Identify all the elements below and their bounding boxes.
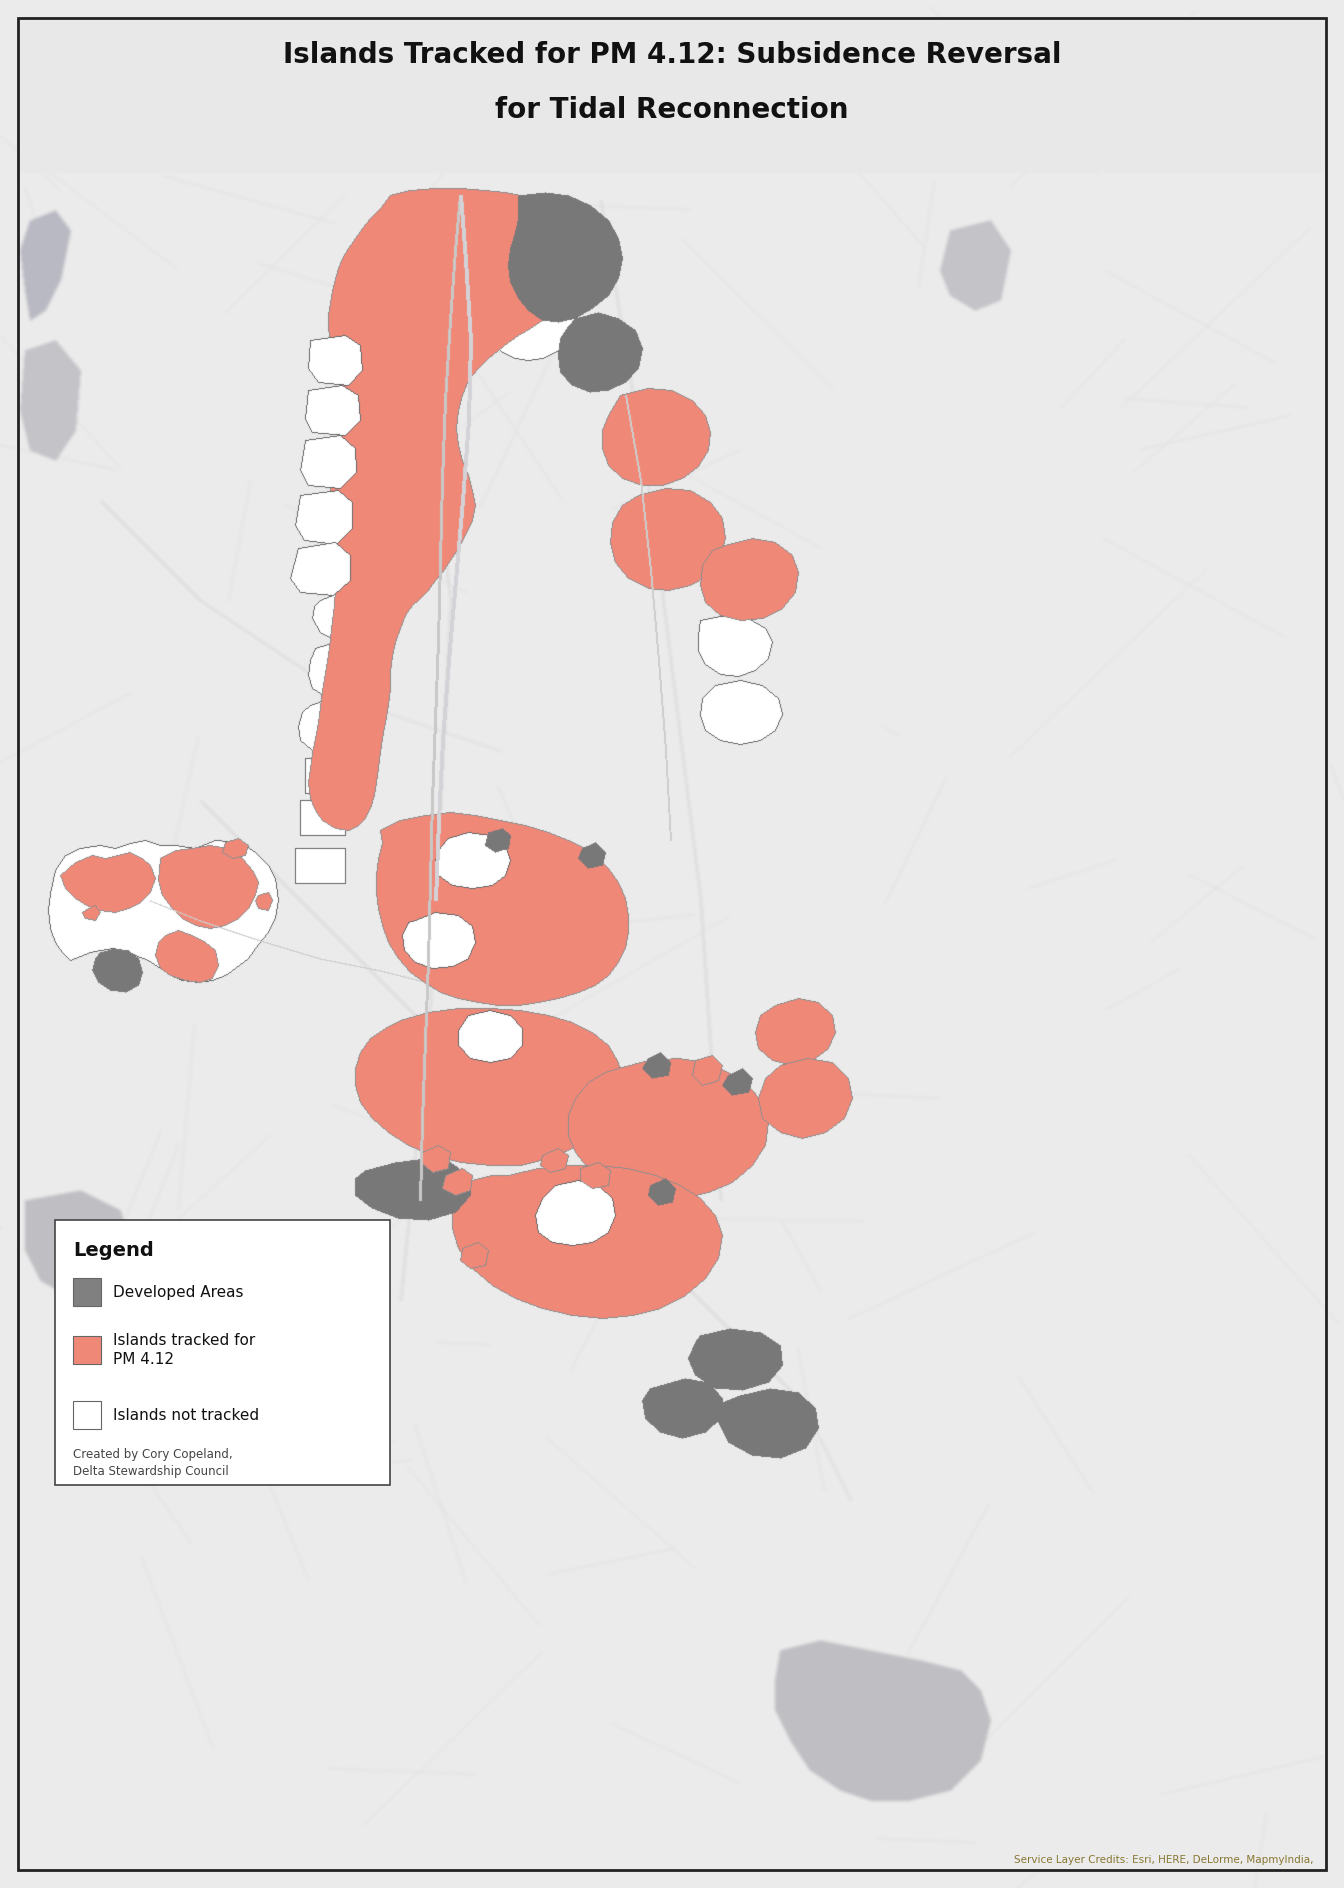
Text: Legend: Legend — [73, 1240, 153, 1259]
Bar — [55, 1220, 390, 1486]
Text: Islands Tracked for PM 4.12: Subsidence Reversal: Islands Tracked for PM 4.12: Subsidence … — [282, 42, 1062, 70]
Text: Service Layer Credits: Esri, HERE, DeLorme, MapmyIndia,: Service Layer Credits: Esri, HERE, DeLor… — [1015, 1856, 1314, 1865]
Text: for Tidal Reconnection: for Tidal Reconnection — [495, 96, 849, 125]
Bar — [73, 1401, 101, 1429]
Bar — [17, 19, 1327, 174]
Text: Islands tracked for
PM 4.12: Islands tracked for PM 4.12 — [113, 1333, 255, 1367]
Text: Islands not tracked: Islands not tracked — [113, 1407, 259, 1422]
Text: Developed Areas: Developed Areas — [113, 1284, 243, 1299]
Bar — [73, 1278, 101, 1306]
Bar — [73, 1337, 101, 1363]
Text: Created by Cory Copeland,
Delta Stewardship Council: Created by Cory Copeland, Delta Stewards… — [73, 1448, 233, 1478]
